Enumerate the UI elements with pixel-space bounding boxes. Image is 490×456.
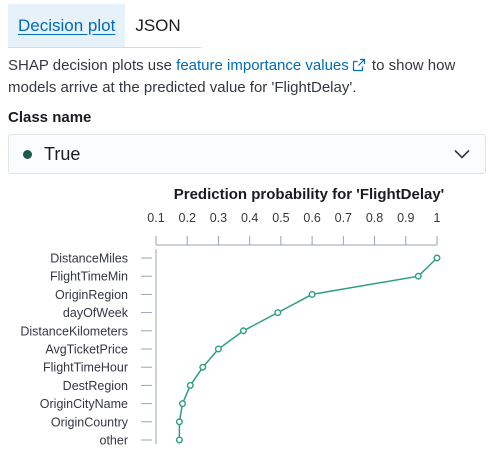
x-tick-label: 0.4 — [241, 211, 258, 225]
tab-decision-plot[interactable]: Decision plot — [8, 4, 126, 47]
data-point — [414, 272, 422, 280]
feature-label: FlightTimeHour — [43, 361, 128, 375]
x-axis-ticks: 0.1 0.2 0.3 0.4 0.5 0.6 0.7 0.8 0.9 1 — [147, 211, 441, 246]
decision-plot-chart: Prediction probability for 'FlightDelay'… — [20, 186, 445, 448]
class-color-dot — [23, 149, 32, 159]
x-tick-label: 0.8 — [366, 211, 383, 225]
tab-bar: Decision plot JSON — [8, 4, 201, 48]
feature-importance-link-label: feature importance values — [176, 57, 349, 74]
feature-label: FlightTimeMin — [50, 270, 128, 284]
class-name-select[interactable]: True — [8, 134, 486, 174]
data-point — [274, 309, 282, 317]
data-point — [178, 400, 186, 408]
prediction-points — [175, 254, 441, 444]
x-tick-label: 0.1 — [147, 211, 164, 225]
feature-label: OriginRegion — [55, 288, 128, 302]
x-tick-label: 0.2 — [179, 211, 196, 225]
feature-label: AvgTicketPrice — [45, 343, 128, 357]
x-tick-label: 0.7 — [335, 211, 352, 225]
description: SHAP decision plots use feature importan… — [8, 55, 486, 99]
data-point — [239, 327, 247, 335]
external-link-icon — [352, 58, 365, 72]
tab-json[interactable]: JSON — [135, 15, 181, 35]
data-point — [186, 381, 194, 389]
data-point — [214, 345, 222, 353]
x-tick-label: 0.3 — [210, 211, 227, 225]
x-tick-label: 0.6 — [303, 211, 320, 225]
feature-label: other — [100, 434, 129, 448]
data-point — [175, 436, 183, 444]
data-point — [433, 254, 441, 262]
chevron-down-icon — [454, 149, 470, 159]
feature-label: DistanceKilometers — [20, 324, 128, 338]
feature-label: DistanceMiles — [50, 252, 128, 266]
feature-label: OriginCountry — [51, 415, 129, 429]
data-point — [199, 363, 207, 371]
x-tick-label: 0.9 — [397, 211, 414, 225]
feature-label: dayOfWeek — [63, 306, 129, 320]
data-point — [308, 290, 316, 298]
chart-title: Prediction probability for 'FlightDelay' — [174, 186, 445, 203]
feature-importance-link[interactable]: feature importance values — [176, 57, 368, 74]
feature-label: DestRegion — [63, 379, 128, 393]
class-name-value: True — [44, 143, 81, 164]
class-name-label: Class name — [8, 109, 92, 126]
description-text-after: to show how models arrive at the predict… — [8, 57, 456, 96]
feature-label: OriginCityName — [40, 397, 128, 411]
data-point — [175, 418, 183, 426]
x-tick-label: 0.5 — [272, 211, 289, 225]
description-text-before: SHAP decision plots use — [8, 57, 177, 74]
y-axis: DistanceMiles FlightTimeMin OriginRegion da… — [20, 249, 157, 448]
x-tick-label: 1 — [434, 211, 441, 225]
